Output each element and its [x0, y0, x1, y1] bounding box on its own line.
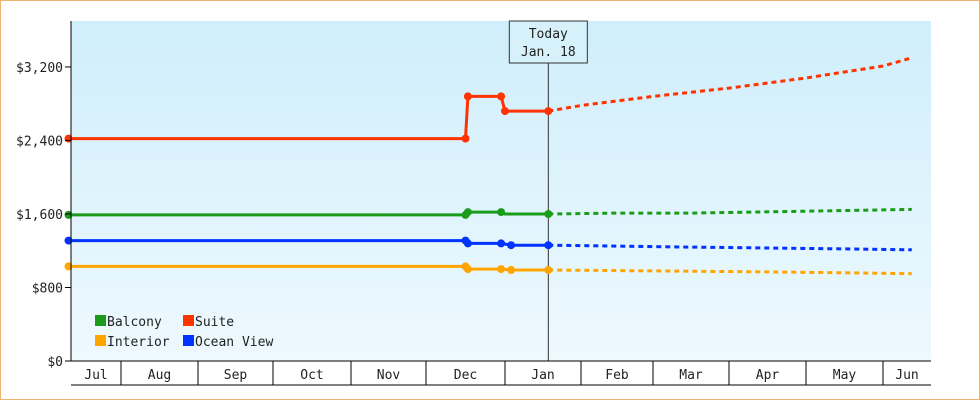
x-tick-label: May [833, 368, 857, 383]
x-tick-label: Jul [84, 368, 107, 383]
x-tick-label: Jun [895, 368, 918, 383]
data-point-interior [463, 265, 472, 274]
data-point-suite [463, 92, 472, 101]
data-point-suite [461, 134, 470, 143]
legend-swatch-ocean-view [183, 335, 194, 346]
plot-area [71, 21, 931, 361]
today-date: Jan. 18 [521, 45, 576, 60]
x-tick-label: Apr [756, 368, 780, 383]
series-line-ocean-view [68, 239, 549, 247]
data-point-balcony [463, 208, 472, 217]
today-marker: Today Jan. 18 [508, 20, 588, 361]
x-tick-label: Sep [224, 368, 248, 383]
data-point-ocean-view [544, 241, 553, 250]
series-line-interior [68, 264, 549, 272]
x-tick-label: Dec [454, 368, 477, 383]
data-point-ocean-view [497, 239, 506, 248]
data-point-suite [501, 107, 509, 116]
legend-label-interior: Interior [107, 335, 170, 350]
data-point-suite [544, 107, 553, 116]
legend-swatch-interior [95, 335, 106, 346]
x-tick-label: Feb [605, 368, 629, 383]
legend-label-ocean-view: Ocean View [195, 335, 273, 350]
y-tick-label: $2,400 [16, 134, 63, 149]
y-tick-label: $0 [47, 355, 63, 370]
series-line-suite [68, 94, 549, 141]
y-tick-label: $1,600 [16, 208, 63, 223]
today-label: Today [529, 27, 568, 42]
forecast-line-balcony [548, 207, 912, 216]
data-point-interior [497, 265, 506, 274]
legend-swatch-suite [183, 315, 194, 326]
chart-legend: Balcony Suite Interior Ocean View [95, 315, 273, 350]
forecast-line-suite [548, 56, 913, 113]
data-point-ocean-view [463, 239, 472, 248]
data-point-interior [544, 266, 553, 274]
data-point-ocean-view [507, 241, 516, 250]
legend-swatch-balcony [95, 315, 106, 326]
forecast-line-ocean-view [548, 243, 912, 252]
data-point-balcony [544, 210, 553, 218]
x-tick-label: Jan [531, 368, 554, 383]
x-tick-label: Mar [679, 368, 703, 383]
legend-label-suite: Suite [195, 315, 234, 330]
data-point-balcony [497, 208, 506, 217]
x-tick-label: Oct [300, 368, 323, 383]
today-box [508, 20, 588, 64]
data-point-interior [507, 266, 516, 274]
x-tick-label: Nov [377, 368, 401, 383]
forecast-line-interior [548, 268, 912, 276]
data-point-suite [497, 92, 506, 101]
series-line-balcony [68, 210, 549, 217]
x-tick-label: Aug [148, 368, 171, 383]
y-tick-label: $3,200 [16, 61, 63, 76]
y-tick-label: $800 [32, 281, 63, 296]
legend-label-balcony: Balcony [107, 315, 162, 330]
